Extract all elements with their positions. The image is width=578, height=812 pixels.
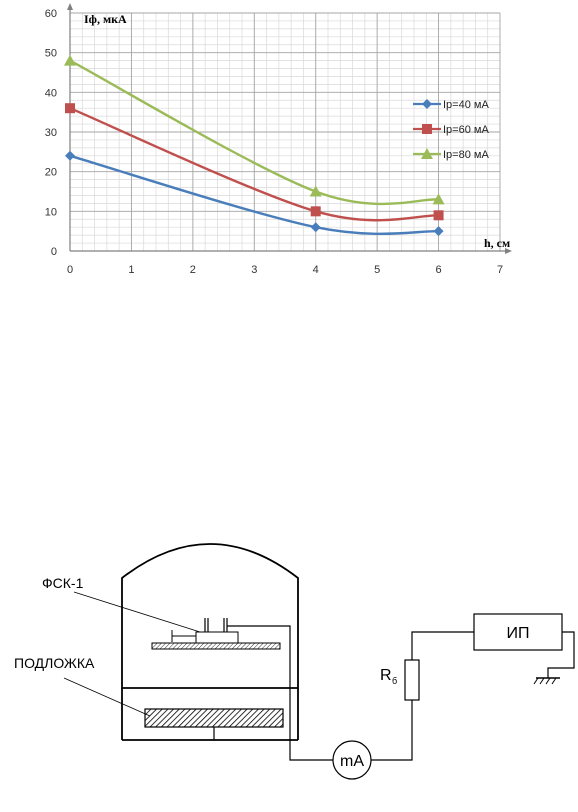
legend-label: Ip=80 мА [443,149,489,161]
y-tick-label: 0 [51,246,57,258]
x-tick-label: 7 [497,264,503,276]
y-tick-label: 60 [45,8,57,20]
x-axis-label: h, см [484,236,510,250]
power-supply-box [473,613,563,651]
data-point-triangle [421,148,433,159]
data-point-triangle [309,185,322,197]
x-axis-arrow [505,248,512,254]
substrate-label: ПОДЛОЖКА [14,655,95,671]
photocathode-base-plate [151,642,281,650]
data-point-square [65,103,75,114]
y-tick-label: 20 [45,167,57,179]
data-point-diamond [310,222,321,233]
wire-resistor-to-power [411,631,474,660]
power-ground-lead [547,631,575,678]
y-tick-label: 50 [45,48,57,60]
wire-photocathode-to-meter [227,625,291,686]
y-tick-label: 30 [45,127,57,139]
resistor-subscript: б [392,676,397,686]
x-tick-label: 0 [67,264,73,276]
data-point-triangle [64,54,76,66]
data-point-square [422,124,432,134]
ballast-resistor [404,659,420,701]
data-point-diamond [433,226,444,237]
resistor-label: R [380,667,392,684]
chart-series [64,54,445,237]
y-tick-label: 40 [45,87,57,99]
chart-grid [69,12,501,252]
x-tick-label: 4 [313,264,319,276]
x-tick-label: 3 [251,264,257,276]
photocathode-body [195,631,239,644]
y-axis-arrow [67,3,73,10]
chart-axes: 0 1 2 3 4 5 6 7 0 10 20 30 40 50 60 [45,3,512,276]
photocathode-label: ФСК-1 [42,575,84,591]
data-point-triangle [432,193,445,205]
ground-hatch-1 [533,677,539,685]
data-point-square [310,206,321,217]
power-supply-label: ИП [507,625,530,642]
series-line [69,154,439,236]
x-tick-label: 5 [374,264,380,276]
legend-label: Ip=60 мА [443,124,489,136]
photocathode-leader [73,591,201,633]
data-point-square [433,210,444,221]
vacuum-chamber [121,543,299,689]
milliammeter-label: mA [340,753,364,770]
substrate-leader [63,677,151,717]
y-tick-label: 10 [45,206,57,218]
legend-label: Ip=40 мА [443,99,489,111]
data-point-diamond [422,99,432,109]
x-tick-label: 2 [190,264,196,276]
ground-hatch-2 [539,677,545,685]
ground-hatch-3 [545,677,551,685]
data-point-diamond [65,150,75,161]
series-line [69,107,439,222]
wire-to-milliammeter [289,686,333,761]
y-axis-label: Iф, мкА [84,12,127,26]
ground-hatch-4 [551,677,557,685]
series-line [69,59,439,206]
substrate-plate [144,708,284,728]
wire-meter-to-resistor [371,675,413,761]
x-tick-label: 6 [436,264,442,276]
x-tick-label: 1 [128,264,134,276]
chart-legend: Ip=40 мА Ip=60 мА Ip=80 мА [413,99,489,161]
measurement-circuit-diagram: mA R б ИП ФСК-1 ПОДЛОЖКА [14,543,575,780]
